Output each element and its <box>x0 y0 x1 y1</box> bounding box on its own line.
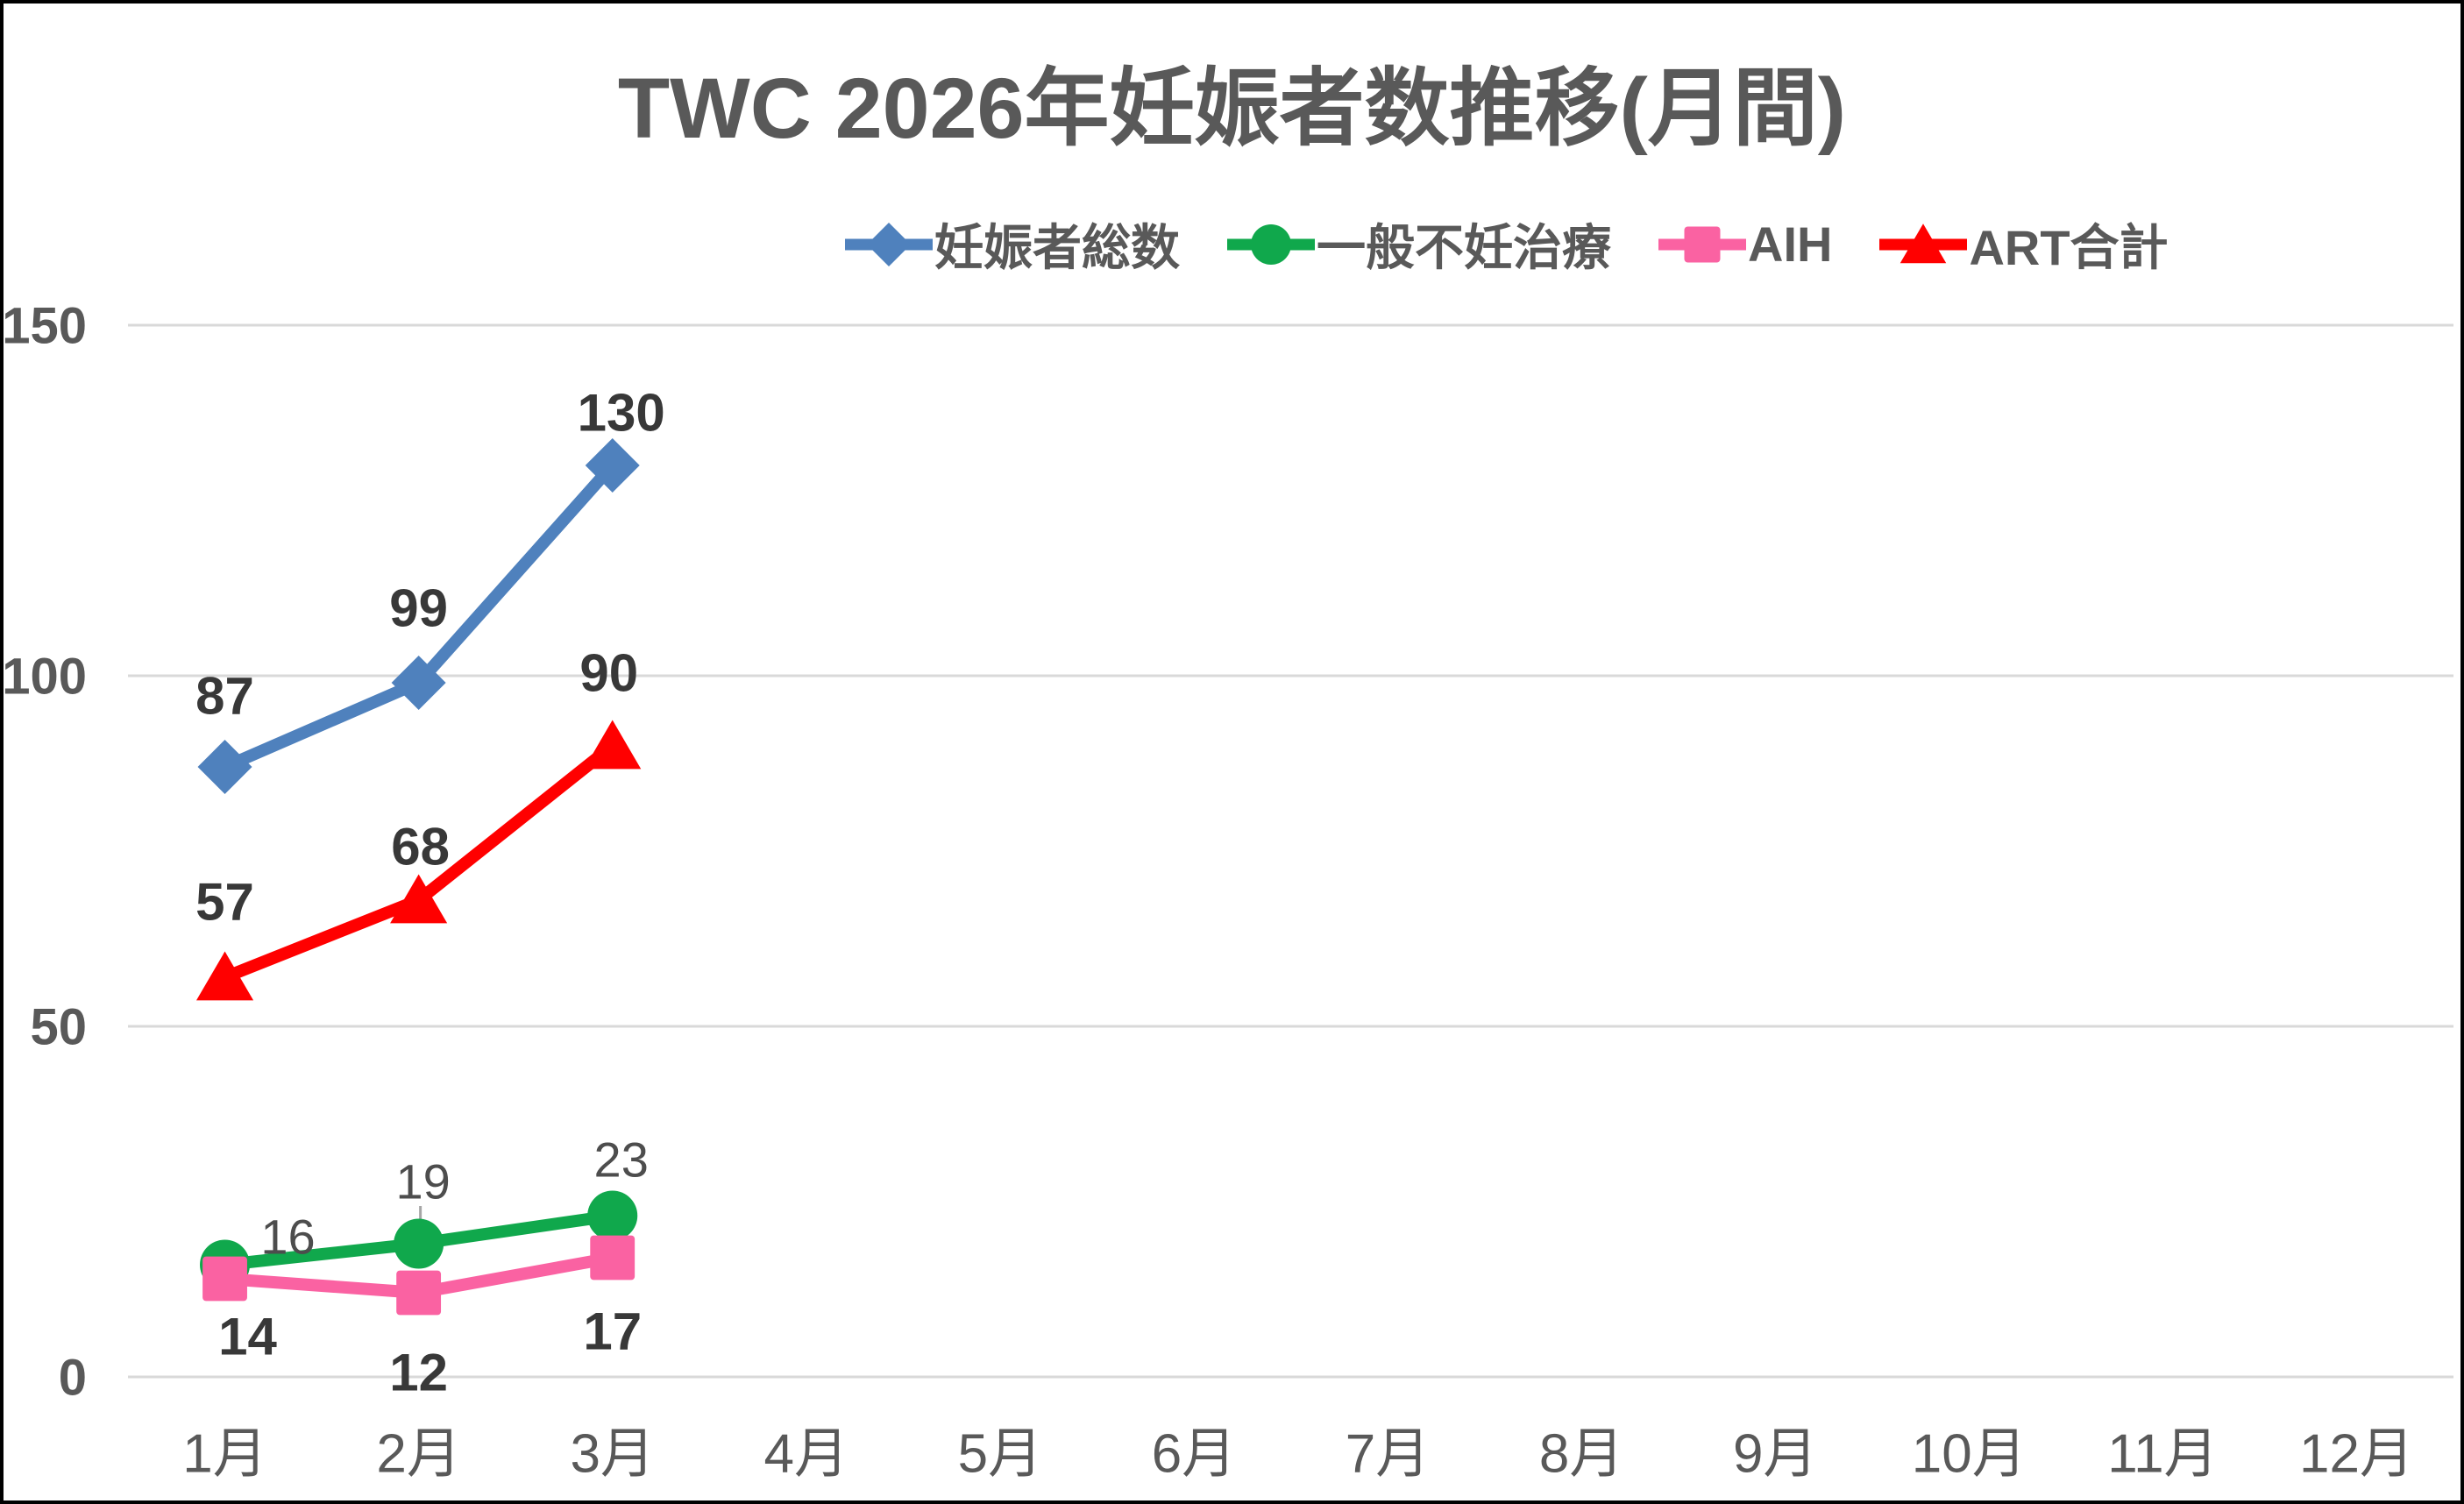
series-diamond: 87 99 130 <box>195 384 665 794</box>
data-label: 16 <box>260 1210 315 1265</box>
diamond-legend-icon <box>845 222 933 266</box>
triangle-marker <box>584 720 642 770</box>
data-label: 23 <box>594 1132 649 1188</box>
diamond-marker <box>585 438 640 493</box>
x-tick-label: 4月 <box>764 1424 849 1485</box>
data-label: 130 <box>578 384 665 443</box>
y-tick-label: 50 <box>30 999 87 1056</box>
data-label: 87 <box>195 667 254 726</box>
x-tick-label: 7月 <box>1346 1424 1430 1485</box>
y-tick-label: 150 <box>4 298 87 355</box>
triangle-legend-marker <box>1900 223 1947 263</box>
data-label: 90 <box>579 644 638 703</box>
data-label: 14 <box>218 1308 277 1366</box>
triangle-legend-icon <box>1879 223 1968 263</box>
square-marker <box>202 1256 247 1302</box>
x-tick-label: 2月 <box>376 1424 460 1485</box>
x-tick-label: 11月 <box>2107 1424 2218 1485</box>
diamond-marker <box>391 656 446 710</box>
square-marker <box>590 1235 636 1281</box>
legend-label: 一般不妊治療 <box>1317 220 1611 275</box>
series-square: 14 12 17 <box>202 1235 642 1402</box>
data-label: 17 <box>583 1302 642 1361</box>
legend-item: 妊娠者総数 <box>843 209 1180 280</box>
legend-label: ART合計 <box>1969 220 2169 275</box>
x-tick-label: 9月 <box>1733 1424 1817 1485</box>
x-tick-label: 1月 <box>182 1424 266 1485</box>
data-label: 12 <box>389 1344 448 1402</box>
chart-title: TWC 2026年妊娠者数推移(月間) <box>617 60 1847 156</box>
data-label: 19 <box>395 1154 450 1210</box>
legend-item: 一般不妊治療 <box>1225 209 1611 280</box>
circle-legend-marker <box>1251 223 1291 265</box>
legend-label: 妊娠者総数 <box>934 220 1180 275</box>
square-marker <box>396 1270 442 1316</box>
series-triangle: 57 68 90 <box>195 644 642 1001</box>
data-label: 68 <box>391 818 450 876</box>
circle-marker <box>587 1190 638 1241</box>
triangle-marker <box>390 874 448 924</box>
square-legend-marker <box>1684 226 1721 262</box>
circle-legend-icon <box>1227 223 1315 265</box>
y-tick-label: 0 <box>59 1350 87 1407</box>
x-tick-label: 3月 <box>570 1424 654 1485</box>
x-tick-label: 10月 <box>1912 1424 2027 1485</box>
data-label: 99 <box>389 579 448 638</box>
legend-item: ART合計 <box>1878 209 2169 280</box>
x-tick-label: 8月 <box>1539 1424 1623 1485</box>
data-label: 57 <box>195 873 254 932</box>
x-tick-label: 5月 <box>958 1424 1042 1485</box>
square-legend-icon <box>1658 226 1746 262</box>
x-tick-label: 12月 <box>2299 1424 2414 1485</box>
diamond-legend-marker <box>867 222 911 266</box>
chart-legend: 妊娠者総数 一般不妊治療 AIH ART合計 <box>843 209 2169 280</box>
x-tick-label: 6月 <box>1152 1424 1236 1485</box>
diamond-marker <box>197 740 252 794</box>
legend-label: AIH <box>1748 216 1833 272</box>
y-tick-label: 100 <box>4 649 87 706</box>
triangle-marker <box>195 951 254 1001</box>
legend-item: AIH <box>1657 216 1832 273</box>
circle-marker <box>394 1218 444 1269</box>
plot-area: 0 50 100 150 1月 2月 3月 4月 5月 6月 7月 8月 9月 10月 11月 12月 87 99… <box>4 298 2453 1485</box>
